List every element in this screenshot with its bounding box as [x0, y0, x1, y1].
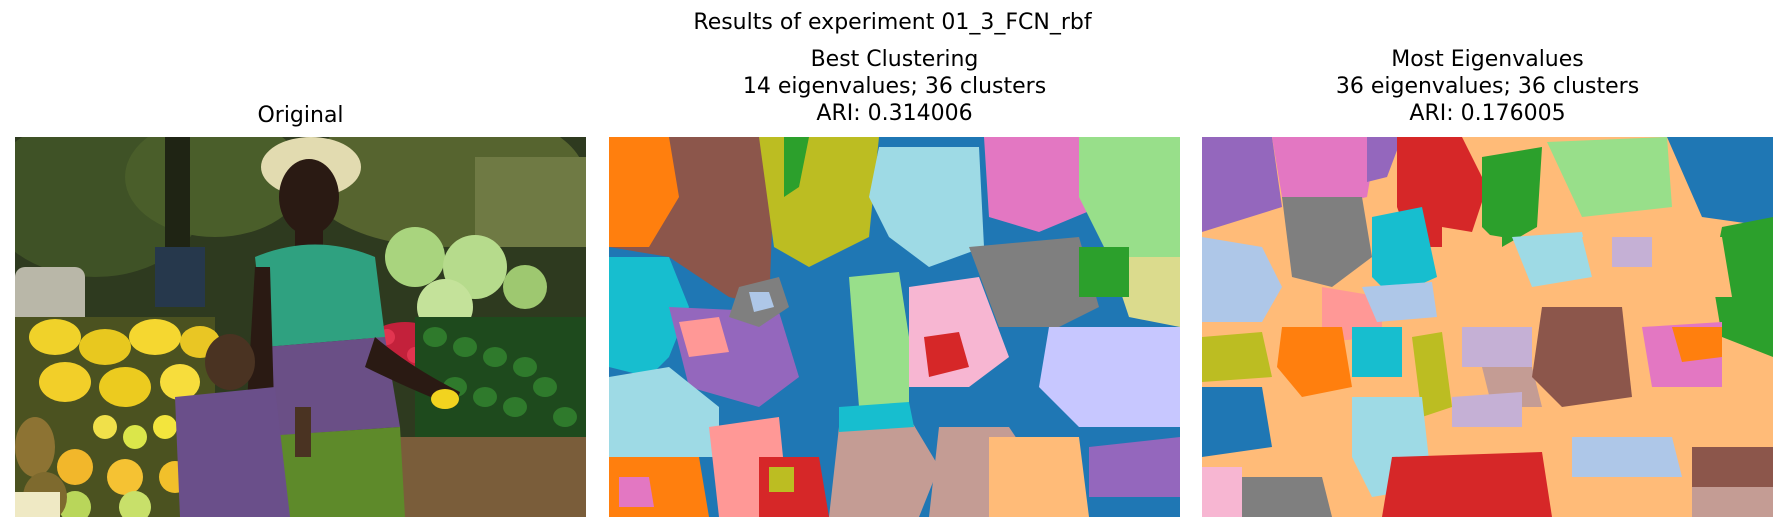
most-eigenvalues-ari: ARI: 0.176005 — [1409, 101, 1566, 126]
best-clustering-title: Best Clustering — [810, 47, 979, 72]
most-eigenvalues-panel-title: Most Eigenvalues 36 eigenvalues; 36 clus… — [1202, 46, 1773, 127]
most-eigenvalues-svg — [1202, 137, 1773, 517]
original-title-line: Original — [257, 103, 344, 128]
most-eigenvalues-eigen-clusters: 36 eigenvalues; 36 clusters — [1335, 74, 1640, 99]
best-clustering-panel-title: Best Clustering 14 eigenvalues; 36 clust… — [609, 46, 1180, 127]
most-eigenvalues-title: Most Eigenvalues — [1391, 47, 1584, 72]
best-clustering-svg — [609, 137, 1180, 517]
figure-suptitle: Results of experiment 01_3_FCN_rbf — [693, 10, 1092, 35]
best-clustering-ari: ARI: 0.314006 — [816, 101, 973, 126]
best-clustering-map — [609, 137, 1180, 517]
original-image — [15, 137, 586, 517]
original-photo-svg — [15, 137, 586, 517]
most-eigenvalues-map — [1202, 137, 1773, 517]
best-clustering-eigen-clusters: 14 eigenvalues; 36 clusters — [742, 74, 1047, 99]
original-panel-title: Original — [15, 102, 586, 129]
